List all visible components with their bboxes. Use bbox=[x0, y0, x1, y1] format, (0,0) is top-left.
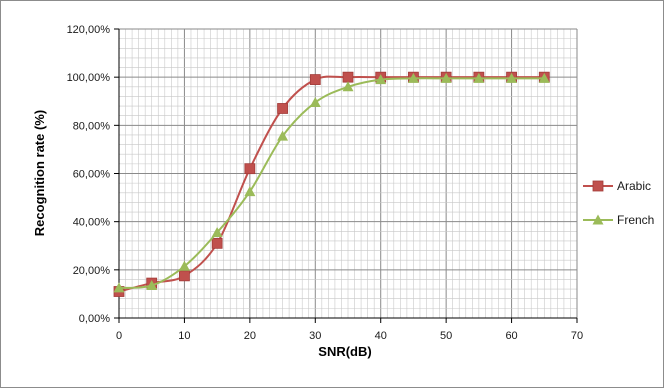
data-point-french bbox=[211, 227, 223, 238]
data-point-french bbox=[473, 72, 485, 83]
y-tick-label: 40,00% bbox=[73, 217, 111, 229]
legend-marker-arabic bbox=[592, 180, 604, 192]
data-point-arabic bbox=[309, 74, 321, 85]
data-point-arabic bbox=[211, 237, 223, 249]
series bbox=[113, 71, 550, 297]
y-tick-label: 60,00% bbox=[73, 169, 111, 181]
data-point-french bbox=[375, 74, 387, 85]
data-point-french bbox=[277, 130, 289, 141]
legend-item-arabic: Arabic bbox=[583, 179, 651, 193]
y-tick-label: 20,00% bbox=[73, 265, 111, 277]
legend-label-arabic: Arabic bbox=[617, 179, 651, 193]
data-point-french bbox=[146, 279, 158, 290]
data-point-french bbox=[506, 72, 518, 83]
y-tick-label: 100,00% bbox=[67, 72, 111, 84]
data-point-french bbox=[178, 260, 190, 271]
data-point-french bbox=[113, 282, 125, 293]
legend-marker-french bbox=[592, 214, 604, 225]
x-tick-label: 40 bbox=[375, 330, 387, 342]
data-point-arabic bbox=[277, 103, 288, 114]
data-point-french bbox=[407, 72, 419, 83]
x-tick-label: 50 bbox=[440, 330, 452, 342]
data-point-french bbox=[538, 72, 550, 83]
x-tick-label: 10 bbox=[178, 330, 190, 342]
y-tick-label: 0,00% bbox=[79, 313, 110, 325]
x-tick-label: 20 bbox=[244, 330, 256, 342]
data-point-arabic bbox=[342, 71, 354, 83]
legend: Arabic French bbox=[583, 179, 654, 227]
x-tick-label: 60 bbox=[505, 330, 517, 342]
data-point-french bbox=[440, 72, 452, 83]
grid bbox=[119, 28, 578, 318]
data-point-arabic bbox=[179, 270, 190, 282]
x-tick-label: 30 bbox=[309, 330, 321, 342]
legend-label-french: French bbox=[617, 213, 654, 227]
x-tick-label: 70 bbox=[571, 330, 583, 342]
y-axis-title: Recognition rate (%) bbox=[32, 110, 47, 236]
series-line-french bbox=[118, 77, 545, 289]
legend-item-french: French bbox=[583, 213, 654, 227]
x-tick-label: 0 bbox=[116, 330, 122, 342]
data-point-french bbox=[342, 81, 354, 92]
y-tick-labels: 0,00% 20,00% 40,00% 60,00% 80,00% 100,00% 120,… bbox=[67, 24, 119, 325]
data-point-french bbox=[309, 96, 321, 107]
x-axis-title: SNR(dB) bbox=[318, 344, 371, 359]
x-tick-labels: 0 10 20 30 40 50 60 70 bbox=[116, 318, 583, 342]
data-point-arabic bbox=[244, 163, 256, 175]
series-french bbox=[113, 72, 550, 293]
y-tick-label: 80,00% bbox=[73, 120, 111, 132]
y-tick-label: 120,00% bbox=[67, 24, 111, 36]
data-point-french bbox=[244, 186, 256, 197]
